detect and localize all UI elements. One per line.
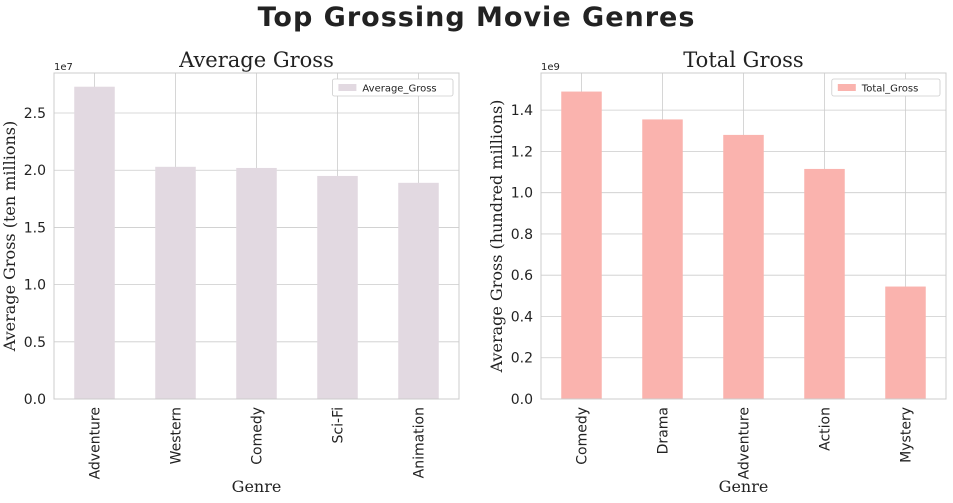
bar-adventure bbox=[74, 86, 115, 399]
y-axis-title: Average Gross (hundred millions) bbox=[487, 100, 506, 374]
legend-swatch bbox=[338, 84, 357, 91]
x-tick-label: Adventure bbox=[737, 407, 753, 479]
x-axis-title: Genre bbox=[719, 477, 769, 496]
bar-action bbox=[804, 168, 845, 399]
x-tick-label: Mystery bbox=[899, 407, 915, 463]
y-tick-label: 0.2 bbox=[511, 351, 533, 367]
x-tick-label: Sci-Fi bbox=[331, 407, 347, 443]
x-axis-title: Genre bbox=[232, 477, 282, 496]
y-tick-label: 1.0 bbox=[24, 278, 46, 294]
bar-mystery bbox=[885, 286, 926, 399]
x-tick-label: Action bbox=[818, 407, 834, 451]
y-tick-label: 0.4 bbox=[511, 309, 533, 325]
y-tick-label: 0.5 bbox=[24, 335, 46, 351]
bar-comedy bbox=[236, 167, 277, 399]
legend-label: Average_Gross bbox=[362, 84, 436, 95]
y-tick-label: 1.0 bbox=[511, 186, 533, 202]
bar-western bbox=[155, 166, 196, 399]
figure-title: Top Grossing Movie Genres bbox=[257, 2, 696, 33]
legend-box bbox=[331, 78, 454, 97]
bar-adventure bbox=[723, 134, 764, 399]
y-tick-label: 1.5 bbox=[24, 220, 46, 236]
x-tick-label: Comedy bbox=[575, 407, 591, 465]
y-tick-label: 0.0 bbox=[24, 392, 46, 408]
subplot-title: Total Gross bbox=[683, 48, 803, 72]
y-tick-label: 1.2 bbox=[511, 144, 533, 160]
subplot-2: 0.0 0.2 0.4 0.6 0.8 1.0 1.2 1.4 Comedy Drama Adven… bbox=[487, 48, 947, 496]
bar-comedy bbox=[561, 91, 602, 400]
x-tick-label: Animation bbox=[412, 407, 428, 478]
y-scale-label: 1e7 bbox=[54, 62, 73, 73]
y-tick-label: 1.4 bbox=[511, 103, 533, 119]
x-tick-label: Drama bbox=[656, 407, 672, 454]
x-tick-label: Adventure bbox=[88, 407, 104, 479]
y-scale-label: 1e9 bbox=[541, 62, 560, 73]
plot-frame bbox=[53, 72, 460, 400]
plot-frame bbox=[540, 72, 947, 400]
bar-sci-fi bbox=[317, 175, 358, 399]
y-tick-label: 0.6 bbox=[511, 268, 533, 284]
y-tick-label: 0.8 bbox=[511, 227, 533, 243]
y-axis-title: Average Gross (ten millions) bbox=[0, 121, 19, 353]
legend: Average_Gross bbox=[331, 78, 454, 97]
legend-box bbox=[831, 78, 941, 97]
legend-swatch bbox=[837, 84, 856, 91]
x-tick-label: Western bbox=[169, 407, 185, 464]
legend: Total_Gross bbox=[831, 78, 941, 97]
y-tick-label: 0.0 bbox=[511, 392, 533, 408]
bar-drama bbox=[642, 119, 683, 400]
x-tick-label: Comedy bbox=[250, 407, 266, 465]
subplot-1: 0.0 0.5 1.0 1.5 2.0 2.5 Adventure Western Comedy… bbox=[0, 48, 460, 496]
y-tick-label: 2.5 bbox=[24, 106, 46, 122]
subplot-title: Average Gross bbox=[178, 48, 334, 72]
y-tick-label: 2.0 bbox=[24, 163, 46, 179]
legend-label: Total_Gross bbox=[861, 84, 919, 95]
bar-animation bbox=[398, 182, 439, 399]
